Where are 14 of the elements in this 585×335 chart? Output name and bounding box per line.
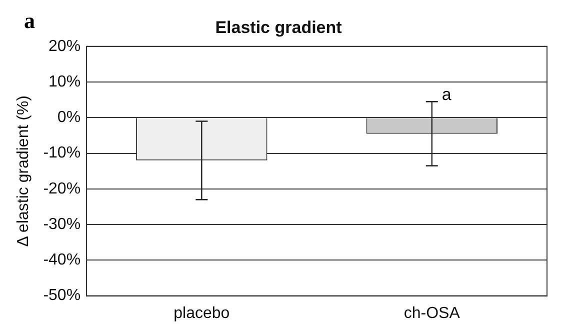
y-tick-label: -20%: [43, 180, 81, 198]
y-tick-label: 0%: [57, 109, 81, 126]
y-axis-title: Δ elastic gradient (%): [15, 96, 32, 247]
text: a: [24, 8, 35, 34]
annotation: a: [442, 84, 452, 104]
x-tick-label: ch-OSA: [404, 304, 460, 322]
y-tick-label: -30%: [43, 216, 81, 233]
chart-title: Elastic gradient: [215, 18, 342, 37]
y-tick-label: -10%: [43, 144, 81, 162]
y-tick-label: -40%: [43, 252, 81, 269]
x-tick-label: placebo: [174, 304, 230, 322]
y-tick-label: 10%: [48, 73, 81, 90]
y-tick-label: 20%: [48, 38, 81, 55]
y-tick-label: -50%: [43, 287, 81, 304]
